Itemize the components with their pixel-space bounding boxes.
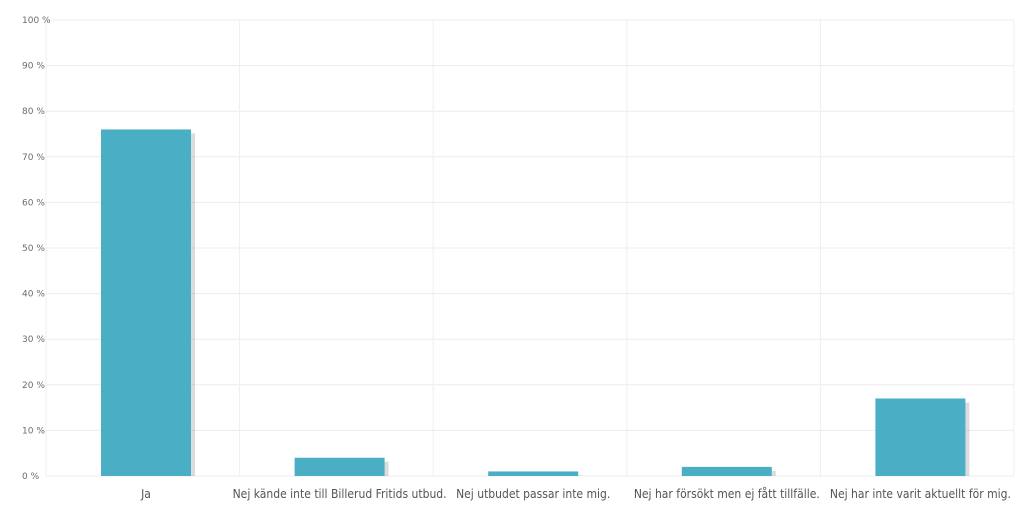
bars (101, 129, 970, 476)
bar (101, 129, 191, 476)
bar (875, 398, 966, 476)
y-tick-label: 90 % (22, 62, 45, 72)
y-axis-ticks: 0 % 10 % 20 % 30 % 40 % 50 % 60 % 70 % 80 % 90 % 1… (22, 16, 51, 482)
x-category-label: Ja (140, 487, 151, 501)
y-tick-label: 20 % (22, 381, 45, 391)
y-tick-label: 50 % (22, 244, 45, 254)
y-tick-label: 0 % (22, 472, 40, 482)
y-tick-label: 80 % (22, 107, 45, 117)
x-category-label: Nej utbudet passar inte mig. (456, 487, 610, 501)
y-tick-label: 70 % (22, 153, 45, 163)
grid (45, 19, 1015, 477)
bar (681, 466, 772, 476)
x-category-label: Nej kände inte till Billerud Fritids utb… (233, 487, 447, 501)
x-axis-labels: Ja Nej kände inte till Billerud Fritids u… (140, 487, 1011, 501)
y-tick-label: 100 % (22, 16, 51, 26)
bar (294, 457, 385, 476)
y-tick-label: 10 % (22, 426, 45, 436)
bar (488, 471, 579, 476)
x-category-label: Nej har inte varit aktuellt för mig. (830, 487, 1011, 501)
y-tick-label: 30 % (22, 335, 45, 345)
x-category-label: Nej har försökt men ej fått tillfälle. (634, 487, 820, 501)
y-tick-label: 40 % (22, 290, 45, 300)
y-tick-label: 60 % (22, 198, 45, 208)
